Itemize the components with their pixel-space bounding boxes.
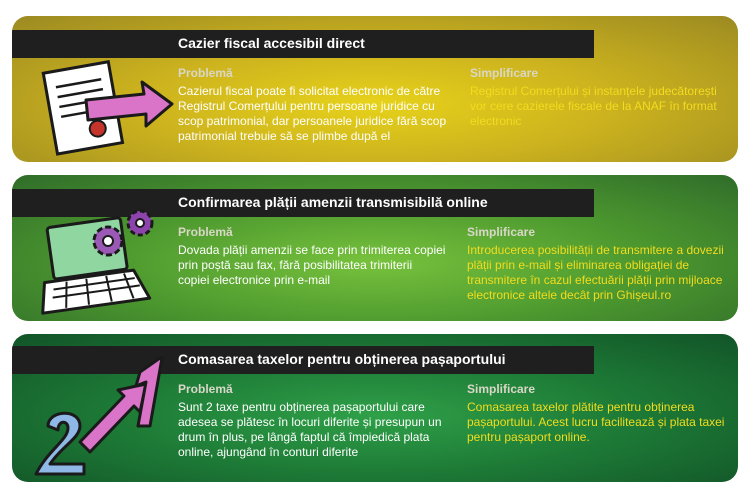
problem-line: Sunt 2 taxe pentru obținerea pașaportulu…: [178, 400, 425, 414]
problem-text: Dovada plății amenzii se face prin trimi…: [178, 243, 445, 288]
card-title: Cazier fiscal accesibil direct: [178, 35, 365, 51]
solution-line: pentru pașaport online.: [467, 430, 590, 444]
card-comasare-taxe: Comasarea taxelor pentru obținerea pașap…: [12, 334, 738, 482]
solution-line: vor cere cazierele fiscale de la ANAF în…: [470, 99, 717, 113]
problem-line: patrimonial trebuie să se plimbe după el: [178, 129, 391, 143]
solution-line: Registrul Comerțului și instanțele judec…: [470, 84, 717, 98]
problem-line: online, ajungând în conturi diferite: [178, 445, 359, 459]
card-cazier-fiscal: Cazier fiscal accesibil direct Problemă …: [12, 16, 738, 162]
problem-label: Problemă: [178, 66, 233, 80]
solution-text: Introducerea posibilității de transmiter…: [467, 243, 724, 303]
problem-label: Problemă: [178, 225, 233, 239]
problem-line: prin poștă sau fax, fără posibilitatea t…: [178, 258, 413, 272]
title-bar: Confirmarea plății amenzii transmisibilă…: [12, 189, 594, 217]
document-arrow-icon: [41, 60, 174, 156]
title-bar: Comasarea taxelor pentru obținerea pașap…: [12, 346, 594, 374]
solution-line: plății prin e-mail și eliminarea obligaț…: [467, 258, 690, 272]
problem-line: copiei electronice prin e-mail: [178, 273, 331, 287]
card-confirmare-plata: Confirmarea plății amenzii transmisibilă…: [12, 175, 738, 321]
solution-line: Introducerea posibilității de transmiter…: [467, 243, 724, 257]
solution-line: pașaportului. Acest lucru facilitează și…: [467, 415, 725, 429]
title-bar: Cazier fiscal accesibil direct: [12, 30, 594, 58]
problem-line: adesea se plătesc în locuri diferite și …: [178, 415, 442, 429]
solution-line: electronic: [470, 114, 522, 128]
problem-line: Cazierul fiscal poate fi solicitat elect…: [178, 84, 441, 98]
laptop-gears-icon: [41, 209, 154, 315]
solution-line: Comasarea taxelor plătite pentru obținer…: [467, 400, 695, 414]
problem-line: Registrul Comerțului pentru persoane jur…: [178, 99, 435, 113]
solution-line: transmitere în cazul efectuării plății p…: [467, 273, 723, 287]
problem-text: Sunt 2 taxe pentru obținerea pașaportulu…: [178, 400, 442, 460]
solution-text: Registrul Comerțului și instanțele judec…: [470, 84, 717, 129]
problem-line: drum în plus, pe lângă faptul că împiedi…: [178, 430, 430, 444]
card-title: Comasarea taxelor pentru obținerea pașap…: [178, 351, 506, 367]
solution-line: electronice altele decât prin Ghișeul.ro: [467, 288, 672, 302]
solution-label: Simplificare: [467, 225, 536, 239]
problem-line: Dovada plății amenzii se face prin trimi…: [178, 243, 446, 257]
problem-line: scop patrimonial, dar persoanele juridic…: [178, 114, 447, 128]
card-title: Confirmarea plății amenzii transmisibilă…: [178, 194, 488, 210]
solution-label: Simplificare: [467, 382, 536, 396]
solution-text: Comasarea taxelor plătite pentru obținer…: [467, 400, 724, 445]
solution-label: Simplificare: [470, 66, 539, 80]
problem-text: Cazierul fiscal poate fi solicitat elect…: [178, 84, 446, 144]
problem-label: Problemă: [178, 382, 233, 396]
two-to-one-arrow-icon: [34, 356, 164, 476]
